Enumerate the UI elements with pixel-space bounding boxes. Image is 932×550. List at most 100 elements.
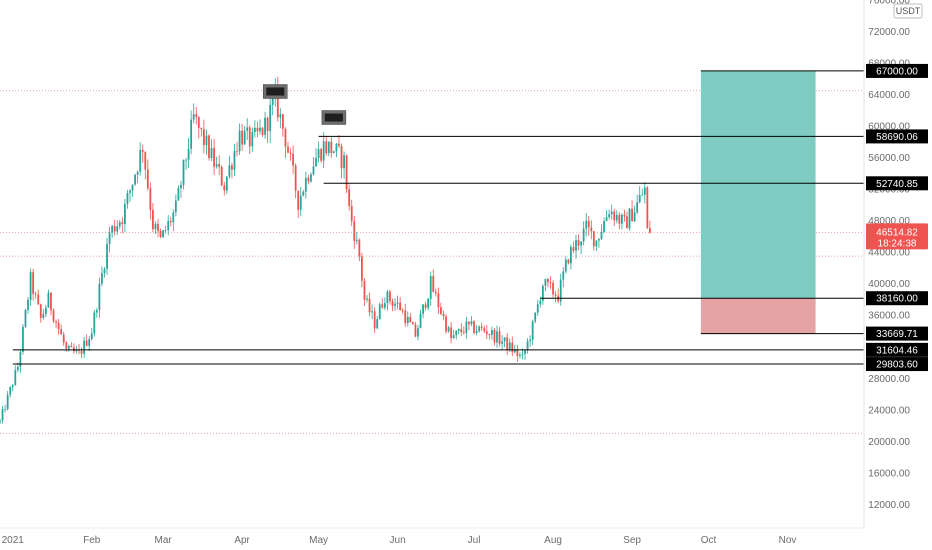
candle-176 — [447, 325, 450, 333]
candle-78 — [197, 115, 200, 139]
candle-68 — [172, 209, 175, 232]
candle-110 — [279, 108, 282, 129]
candle-124 — [315, 147, 317, 167]
candle-221 — [562, 267, 565, 288]
candle-58 — [146, 159, 149, 191]
candle-188 — [478, 325, 481, 333]
candle-35 — [88, 336, 91, 352]
candle-45 — [113, 219, 116, 236]
candle-233 — [592, 231, 595, 251]
candle-201 — [511, 336, 514, 357]
candle-91 — [231, 162, 233, 179]
candle-209 — [531, 319, 534, 346]
candle-206 — [524, 349, 526, 360]
time-tick-Feb: Feb — [83, 535, 101, 546]
candle-177 — [450, 322, 453, 344]
candle-16 — [39, 303, 42, 323]
candle-180 — [457, 328, 460, 335]
marker-1[interactable] — [321, 110, 347, 125]
level-label-67000.00: 67000.00 — [866, 63, 928, 78]
candle-134 — [340, 143, 343, 179]
candle-66 — [167, 215, 170, 236]
candle-67 — [169, 216, 172, 227]
price-tick-36000.00: 36000.00 — [868, 311, 910, 322]
candle-113 — [287, 141, 289, 154]
candle-204 — [519, 352, 521, 359]
markers[interactable] — [263, 84, 347, 125]
candle-183 — [465, 317, 468, 339]
long-position-tool[interactable] — [700, 70, 816, 334]
candle-237 — [603, 217, 605, 234]
marker-0[interactable] — [263, 84, 288, 99]
candle-2 — [4, 404, 6, 413]
candle-145 — [368, 292, 371, 317]
level-label-58690.06: 58690.06 — [866, 129, 928, 144]
candle-19 — [47, 289, 50, 308]
time-tick-Oct: Oct — [701, 535, 717, 546]
candle-226 — [575, 234, 577, 259]
candle-210 — [534, 312, 537, 324]
candle-246 — [626, 211, 628, 229]
candle-122 — [310, 172, 312, 183]
candle-154 — [391, 298, 394, 312]
candle-52 — [131, 184, 134, 197]
candle-10 — [24, 308, 27, 328]
candle-208 — [529, 335, 532, 348]
candle-33 — [83, 336, 86, 359]
svg-text:USDT: USDT — [896, 6, 921, 16]
candle-182 — [462, 326, 465, 335]
candle-161 — [409, 313, 412, 323]
candle-22 — [55, 319, 57, 329]
candle-175 — [445, 314, 447, 334]
candle-213 — [541, 284, 544, 305]
candle-255 — [649, 220, 651, 235]
candle-90 — [228, 155, 231, 179]
candle-194 — [493, 327, 496, 346]
candle-46 — [116, 219, 119, 235]
candle-40 — [101, 266, 103, 287]
candle-222 — [564, 256, 567, 274]
candle-103 — [261, 127, 264, 137]
candle-135 — [343, 151, 345, 179]
candle-250 — [636, 194, 639, 215]
candle-230 — [585, 213, 588, 237]
price-tick-72000.00: 72000.00 — [868, 27, 910, 38]
candle-17 — [42, 309, 45, 320]
candle-87 — [220, 165, 223, 187]
loss-zone[interactable] — [700, 298, 816, 334]
profit-zone[interactable] — [700, 70, 816, 299]
candle-162 — [411, 321, 414, 325]
candle-207 — [526, 338, 529, 354]
candle-232 — [590, 220, 593, 240]
candle-85 — [215, 156, 218, 169]
candle-56 — [141, 144, 144, 163]
candle-153 — [389, 289, 391, 305]
candle-190 — [483, 325, 486, 334]
currency-unit-badge[interactable]: USDT — [893, 3, 923, 19]
candle-127 — [322, 132, 325, 169]
candle-104 — [264, 111, 266, 139]
price-tick-44000.00: 44000.00 — [868, 248, 910, 259]
horizontal-levels[interactable] — [12, 70, 864, 365]
svg-text:67000.00: 67000.00 — [876, 66, 918, 77]
candle-71 — [180, 180, 182, 198]
candle-142 — [361, 252, 363, 288]
candle-186 — [473, 320, 475, 335]
candle-163 — [414, 321, 417, 338]
candle-191 — [485, 325, 488, 340]
currency-unit[interactable]: USDT — [893, 3, 923, 19]
svg-text:38160.00: 38160.00 — [876, 294, 918, 305]
candle-155 — [394, 298, 396, 311]
candle-77 — [195, 107, 198, 125]
candle-96 — [243, 125, 246, 145]
time-axis[interactable]: 2021 Feb Mar Apr May Jun Jul Aug Sep Oct Nov — [2, 535, 797, 546]
candle-231 — [587, 216, 590, 236]
time-tick-Jun: Jun — [390, 535, 406, 546]
candle-5 — [11, 383, 14, 392]
svg-text:33669.71: 33669.71 — [876, 329, 918, 340]
candle-59 — [149, 182, 152, 220]
candle-63 — [159, 228, 162, 239]
candle-84 — [213, 138, 215, 175]
